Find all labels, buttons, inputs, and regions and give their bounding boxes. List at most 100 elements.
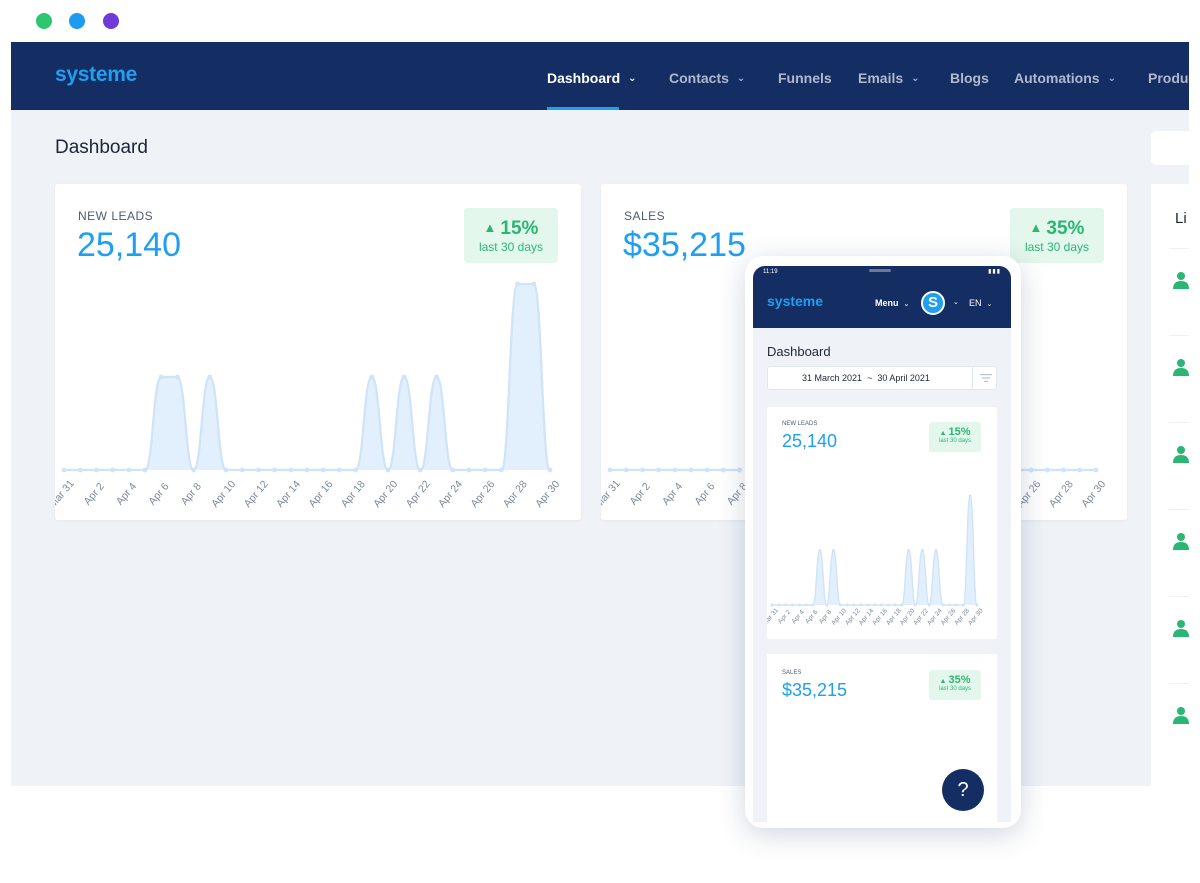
data-point[interactable] [838, 603, 842, 607]
chevron-down-icon[interactable]: ⌄ [953, 299, 959, 306]
data-point[interactable] [804, 603, 808, 607]
data-point[interactable] [607, 467, 613, 473]
data-point[interactable] [948, 603, 952, 607]
data-point[interactable] [934, 549, 938, 552]
data-point[interactable] [142, 467, 148, 473]
data-point[interactable] [784, 603, 788, 607]
data-point[interactable] [337, 467, 342, 473]
data-point[interactable] [818, 549, 822, 552]
data-point[interactable] [126, 467, 132, 473]
filter-icon[interactable] [980, 373, 992, 383]
data-point[interactable] [1093, 467, 1099, 473]
data-point[interactable] [94, 467, 99, 473]
data-point[interactable] [721, 467, 726, 473]
data-point[interactable] [859, 603, 863, 607]
data-point[interactable] [941, 603, 945, 607]
data-point[interactable] [353, 467, 358, 473]
data-point[interactable] [450, 467, 456, 473]
nav-products[interactable]: Produ [1148, 42, 1188, 110]
data-point[interactable] [927, 603, 931, 607]
activity-row[interactable] [1169, 335, 1189, 421]
data-point[interactable] [704, 467, 710, 473]
activity-row[interactable] [1169, 596, 1189, 682]
data-point[interactable] [893, 603, 897, 607]
nav-funnels[interactable]: Funnels [778, 42, 832, 110]
nav-emails[interactable]: Emails ⌄ [858, 42, 920, 110]
data-point[interactable] [900, 603, 904, 607]
data-point[interactable] [239, 467, 245, 473]
window-dot-green[interactable] [36, 13, 52, 29]
data-point[interactable] [811, 603, 815, 607]
data-point[interactable] [975, 603, 979, 607]
mobile-menu-button[interactable]: Menu ⌄ [875, 298, 909, 308]
data-point[interactable] [223, 467, 229, 473]
nav-automations[interactable]: Automations ⌄ [1014, 42, 1116, 110]
data-point[interactable] [907, 549, 911, 552]
window-dot-blue[interactable] [69, 13, 85, 29]
data-point[interactable] [272, 467, 277, 473]
date-range-picker[interactable] [1151, 131, 1189, 165]
activity-row[interactable] [1169, 248, 1189, 334]
data-point[interactable] [968, 494, 972, 498]
activity-row[interactable] [1169, 509, 1189, 595]
data-point[interactable] [961, 603, 965, 607]
data-point[interactable] [852, 603, 856, 607]
data-point[interactable] [873, 603, 876, 607]
data-point[interactable] [466, 467, 472, 473]
data-point[interactable] [369, 374, 375, 380]
data-point[interactable] [61, 467, 67, 473]
data-point[interactable] [825, 603, 829, 607]
user-avatar[interactable]: S [921, 291, 945, 315]
data-point[interactable] [656, 467, 661, 473]
data-point[interactable] [304, 467, 310, 473]
data-point[interactable] [207, 374, 213, 380]
data-point[interactable] [770, 603, 774, 607]
data-point[interactable] [515, 281, 520, 287]
data-point[interactable] [920, 549, 924, 552]
data-point[interactable] [482, 467, 488, 473]
data-point[interactable] [866, 603, 870, 607]
data-point[interactable] [791, 603, 794, 607]
window-dot-purple[interactable] [103, 13, 119, 29]
data-point[interactable] [672, 467, 678, 473]
data-point[interactable] [499, 467, 504, 473]
data-point[interactable] [401, 374, 407, 380]
data-point[interactable] [886, 603, 890, 607]
data-point[interactable] [955, 603, 958, 607]
data-point[interactable] [434, 374, 439, 380]
data-point[interactable] [845, 603, 849, 607]
systeme-logo[interactable]: systeme [55, 63, 137, 86]
data-point[interactable] [879, 603, 883, 607]
data-point[interactable] [256, 467, 261, 473]
data-point[interactable] [547, 467, 553, 473]
data-point[interactable] [531, 281, 537, 287]
data-point[interactable] [1028, 467, 1034, 473]
nav-contacts[interactable]: Contacts ⌄ [669, 42, 745, 110]
data-point[interactable] [288, 467, 294, 473]
data-point[interactable] [623, 467, 629, 473]
nav-dashboard[interactable]: Dashboard ⌄ [547, 42, 637, 110]
data-point[interactable] [385, 467, 391, 473]
activity-row[interactable] [1169, 422, 1189, 508]
nav-blogs[interactable]: Blogs [950, 42, 989, 110]
data-point[interactable] [320, 467, 326, 473]
data-point[interactable] [832, 549, 835, 552]
language-selector[interactable]: EN ⌄ [969, 298, 992, 308]
data-point[interactable] [418, 467, 423, 473]
mobile-date-range-picker[interactable]: 31 March 2021 ~ 30 April 2021 [767, 366, 997, 390]
data-point[interactable] [1061, 467, 1066, 473]
data-point[interactable] [175, 374, 180, 380]
data-point[interactable] [77, 467, 83, 473]
data-point[interactable] [1045, 467, 1050, 473]
activity-row[interactable] [1169, 683, 1189, 769]
data-point[interactable] [158, 374, 164, 380]
data-point[interactable] [914, 603, 917, 607]
help-button[interactable]: ? [942, 769, 984, 811]
mobile-systeme-logo[interactable]: systeme [767, 293, 824, 309]
data-point[interactable] [1077, 467, 1083, 473]
data-point[interactable] [777, 603, 781, 607]
data-point[interactable] [640, 467, 645, 473]
data-point[interactable] [688, 467, 694, 473]
data-point[interactable] [797, 603, 801, 607]
data-point[interactable] [110, 467, 115, 473]
